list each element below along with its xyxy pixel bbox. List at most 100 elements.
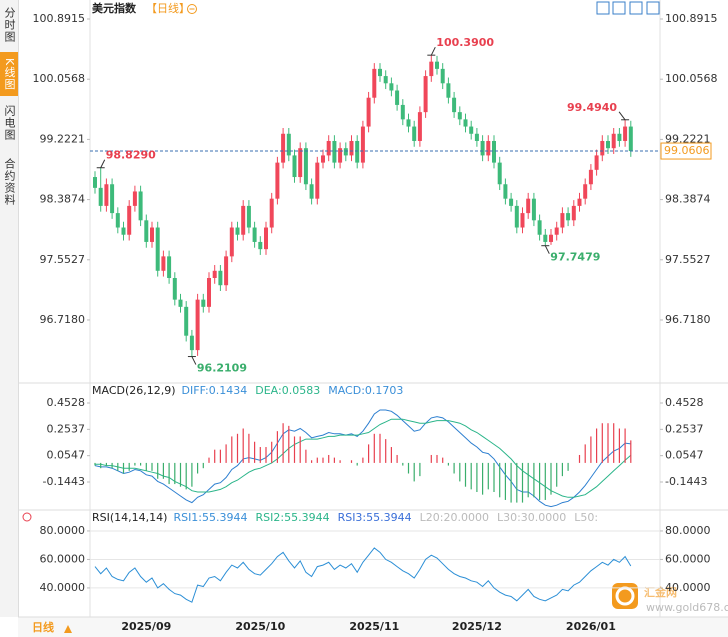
legend-item: MACD:0.1703 [328,384,403,397]
candle-body [132,191,137,206]
y-tick-label: 0.0547 [665,449,704,462]
sidebar-tab[interactable]: 分时图 [3,7,16,43]
candle-body [400,104,405,120]
sidebar-tab[interactable]: 合约资料 [3,158,16,206]
candle-body [360,126,365,163]
tool-button[interactable] [596,1,610,15]
candle-body [138,191,143,221]
candle-body [155,227,160,271]
candle-body [412,126,417,141]
candle-body [497,162,502,185]
annotation-label: 100.3900 [436,36,494,49]
candle-body [628,126,633,152]
candle-body [372,68,377,98]
candle-body [264,227,268,250]
settings-icon[interactable] [22,512,32,522]
indicator-line [95,418,632,498]
candle-body [224,256,229,286]
candle-body [338,148,343,163]
candle-body [218,270,223,286]
candle-body [457,112,462,120]
annotation-leader [430,46,436,56]
candle-body [275,162,280,199]
legend-item: L50: [574,511,598,524]
x-tick-label: 2026/01 [566,620,616,633]
annotation-leader [191,356,197,365]
indicator-title: RSI(14,14,14) [92,511,167,524]
annotation-leader [544,245,550,254]
candle-body [355,140,360,163]
y-tick-label: 80.0000 [40,524,86,537]
candle-body [577,198,582,206]
y-tick-label: 60.0000 [40,552,86,565]
tool-button[interactable] [646,1,660,15]
legend-item: DIFF:0.1434 [182,384,248,397]
candle-body [98,187,103,206]
date-bar [18,617,728,637]
annotation-leader [100,159,106,168]
candle-body [121,227,126,235]
candle-body [600,140,605,156]
candle-body [172,278,177,300]
watermark-name: 汇金网 [644,585,677,599]
candle-body [395,90,400,105]
candle-body [321,155,325,163]
period-label: 【日线】 [146,1,190,15]
candle-body [212,270,217,279]
candle-body [440,68,445,84]
last-price-label: 99.0606 [664,144,710,157]
candle-body [537,220,542,235]
candle-body [93,177,97,188]
candle-body [201,299,206,307]
candle-body [189,335,194,351]
candle-body [161,256,166,271]
candle-body [349,140,354,156]
candle-body [492,140,496,163]
candle-body [127,205,132,235]
candle-body [286,133,291,156]
candle-body [509,198,514,206]
candle-body [417,112,422,141]
candle-body [246,205,251,228]
collapse-icon[interactable] [187,4,197,14]
candle-body [503,184,508,199]
candle-body [110,184,115,214]
candle-body [554,227,559,235]
candle-body [229,227,234,257]
candle-body [303,148,308,185]
y-tick-label: 100.8915 [665,12,718,25]
candle-body [571,205,576,221]
candle-body [549,234,553,242]
candle-body [315,162,320,199]
x-tick-label: 2025/10 [235,620,285,633]
candle-body [258,241,263,250]
legend-item: RSI3:55.3944 [338,511,412,524]
candle-body [207,278,211,307]
candle-body [292,155,297,178]
footer-arrow[interactable] [64,625,72,633]
y-tick-label: 100.8915 [33,12,86,25]
annotation-label: 99.4940 [567,101,617,114]
footer-period[interactable]: 日线 [32,620,54,634]
candle-body [235,227,240,235]
candle-body [520,213,525,228]
candle-body [606,140,610,149]
instrument-title: 美元指数 [92,1,137,15]
candle-body [526,198,531,214]
watermark-url: www.gold678.com [646,601,728,614]
y-tick-label: 96.7180 [665,313,711,326]
tool-button[interactable] [629,1,643,15]
toolbar [596,1,660,15]
candle-body [178,299,183,307]
candle-body [611,133,616,149]
tool-button[interactable] [612,1,626,15]
candle-body [144,220,149,242]
candle-body [252,227,257,242]
candle-body [115,213,120,228]
candle-body [309,184,314,199]
legend-item: DEA:0.0583 [255,384,320,397]
sidebar-tab-active[interactable]: K线图 [0,52,18,96]
last-price-box [660,142,712,160]
y-tick-label: 40.0000 [40,581,86,594]
sidebar-tab[interactable]: 闪电图 [3,105,16,141]
